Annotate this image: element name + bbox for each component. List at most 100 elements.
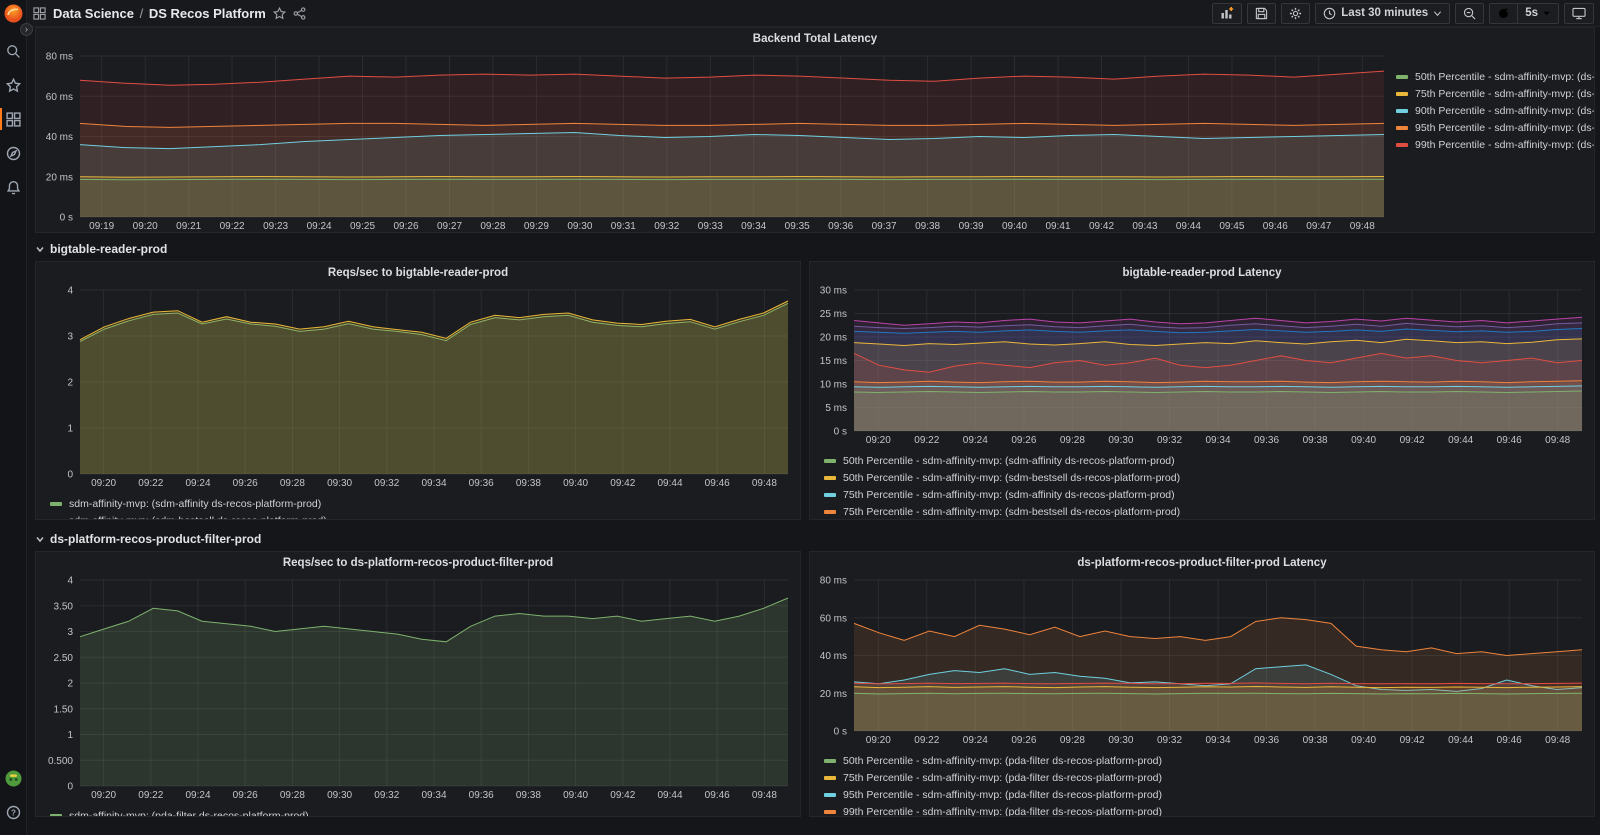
legend-label: 75th Percentile - sdm-affinity-mvp: (sdm… bbox=[843, 489, 1175, 501]
breadcrumb-dashboard[interactable]: DS Recos Platform bbox=[148, 5, 266, 21]
legend-label: 99th Percentile - sdm-affinity-mvp: (ds-… bbox=[1415, 139, 1594, 151]
svg-text:09:42: 09:42 bbox=[1089, 221, 1114, 232]
svg-text:09:44: 09:44 bbox=[657, 478, 682, 489]
svg-text:09:24: 09:24 bbox=[185, 790, 210, 801]
svg-text:09:38: 09:38 bbox=[516, 478, 541, 489]
backend-latency-chart[interactable]: 0 s 20 ms 40 ms 60 ms 80 ms 09:19 09:20 09:21 09… bbox=[36, 48, 1396, 232]
breadcrumb[interactable]: Data Science / DS Recos Platform bbox=[53, 6, 266, 21]
svg-text:09:19: 09:19 bbox=[89, 221, 114, 232]
search-icon[interactable] bbox=[0, 34, 27, 68]
svg-text:09:32: 09:32 bbox=[1157, 735, 1182, 746]
panel-title[interactable]: ds-platform-recos-product-filter-prod La… bbox=[1077, 557, 1327, 569]
bigtable-reqs-chart[interactable]: 0 1 2 3 4 09:20 09:22 09:24 09:26 09:28 09:30 09:32… bbox=[36, 282, 800, 494]
svg-text:09:37: 09:37 bbox=[872, 221, 897, 232]
legend-swatch bbox=[824, 459, 836, 463]
ds-filter-reqs-chart[interactable]: 0 0.500 1 1.50 2 2.50 3 3.50 4 09:20 09:22 09:24 09:… bbox=[36, 572, 800, 806]
panel-title[interactable]: Reqs/sec to ds-platform-recos-product-fi… bbox=[282, 557, 554, 569]
legend-label: sdm-affinity-mvp: (pda-filter ds-recos-p… bbox=[69, 810, 309, 817]
svg-text:10 ms: 10 ms bbox=[820, 380, 847, 391]
svg-text:09:36: 09:36 bbox=[469, 790, 494, 801]
add-panel-button[interactable] bbox=[1212, 2, 1243, 24]
svg-text:09:46: 09:46 bbox=[705, 790, 730, 801]
legend-item[interactable]: 75th Percentile - sdm-affinity-mvp: (ds-… bbox=[1396, 87, 1594, 101]
svg-text:09:29: 09:29 bbox=[524, 221, 549, 232]
svg-text:09:44: 09:44 bbox=[1448, 735, 1473, 746]
svg-text:09:42: 09:42 bbox=[1400, 735, 1425, 746]
svg-text:09:48: 09:48 bbox=[752, 790, 777, 801]
svg-text:20 ms: 20 ms bbox=[46, 172, 73, 183]
starred-icon[interactable] bbox=[0, 68, 27, 102]
svg-text:09:46: 09:46 bbox=[705, 478, 730, 489]
help-icon[interactable]: ? bbox=[0, 795, 27, 829]
legend-label: 99th Percentile - sdm-affinity-mvp: (pda… bbox=[843, 806, 1162, 817]
svg-text:09:20: 09:20 bbox=[91, 790, 116, 801]
svg-text:09:44: 09:44 bbox=[1448, 435, 1473, 446]
panel-title[interactable]: bigtable-reader-prod Latency bbox=[1122, 267, 1282, 279]
legend-item[interactable]: 50th Percentile - sdm-affinity-mvp: (ds-… bbox=[1396, 70, 1594, 84]
refresh-button[interactable] bbox=[1490, 4, 1517, 23]
explore-icon[interactable] bbox=[0, 136, 27, 170]
refresh-interval-dropdown[interactable]: 5s bbox=[1517, 3, 1558, 23]
legend-item[interactable]: 75th Percentile - sdm-affinity-mvp: (sdm… bbox=[824, 488, 1594, 502]
legend-item[interactable]: sdm-affinity-mvp: (sdm-bestsell ds-recos… bbox=[50, 514, 800, 519]
panel-title[interactable]: Reqs/sec to bigtable-reader-prod bbox=[327, 267, 509, 279]
legend: 50th Percentile - sdm-affinity-mvp: (sdm… bbox=[810, 451, 1594, 519]
sidebar-expand-button[interactable]: › bbox=[20, 23, 33, 36]
legend-label: sdm-affinity-mvp: (sdm-affinity ds-recos… bbox=[69, 498, 322, 510]
row-header-bigtable-reader-prod[interactable]: bigtable-reader-prod bbox=[35, 240, 167, 258]
breadcrumb-folder[interactable]: Data Science bbox=[53, 5, 134, 21]
svg-text:09:48: 09:48 bbox=[1545, 735, 1570, 746]
user-avatar-icon[interactable] bbox=[0, 761, 27, 795]
bigtable-latency-chart[interactable]: 0 s 5 ms 10 ms 15 ms 20 ms 25 ms 30 ms 09:20 09:… bbox=[810, 282, 1594, 451]
legend-item[interactable]: 75th Percentile - sdm-affinity-mvp: (sdm… bbox=[824, 505, 1594, 519]
svg-text:09:42: 09:42 bbox=[610, 790, 635, 801]
svg-text:09:30: 09:30 bbox=[567, 221, 592, 232]
svg-text:09:24: 09:24 bbox=[307, 221, 332, 232]
legend: sdm-affinity-mvp: (pda-filter ds-recos-p… bbox=[36, 806, 800, 817]
legend-item[interactable]: sdm-affinity-mvp: (pda-filter ds-recos-p… bbox=[50, 809, 800, 817]
svg-text:09:22: 09:22 bbox=[220, 221, 245, 232]
legend-item[interactable]: 50th Percentile - sdm-affinity-mvp: (pda… bbox=[824, 754, 1594, 768]
svg-text:1.50: 1.50 bbox=[54, 704, 74, 715]
svg-text:09:32: 09:32 bbox=[1157, 435, 1182, 446]
zoom-out-button[interactable] bbox=[1455, 2, 1485, 24]
svg-text:20 ms: 20 ms bbox=[820, 333, 847, 344]
legend-label: 90th Percentile - sdm-affinity-mvp: (ds-… bbox=[1415, 105, 1594, 117]
row-header-ds-platform-recos-product-filter-prod[interactable]: ds-platform-recos-product-filter-prod bbox=[35, 530, 261, 548]
ds-filter-latency-chart[interactable]: 0 s 20 ms 40 ms 60 ms 80 ms 09:20 09:22 09:24 09… bbox=[810, 572, 1594, 751]
legend-label: 95th Percentile - sdm-affinity-mvp: (pda… bbox=[843, 789, 1162, 801]
tv-kiosk-button[interactable] bbox=[1564, 2, 1594, 24]
legend-item[interactable]: 95th Percentile - sdm-affinity-mvp: (ds-… bbox=[1396, 121, 1594, 135]
grafana-logo-icon[interactable] bbox=[3, 3, 24, 24]
chart-canvas: 0 1 2 3 4 09:20 09:22 09:24 09:26 09:28 09:30 09:32… bbox=[67, 286, 789, 489]
legend-item[interactable]: sdm-affinity-mvp: (sdm-affinity ds-recos… bbox=[50, 497, 800, 511]
navbar: Data Science / DS Recos Platform Last 30… bbox=[27, 0, 1600, 27]
dashboard-settings-button[interactable] bbox=[1281, 2, 1311, 24]
svg-text:09:33: 09:33 bbox=[698, 221, 723, 232]
svg-text:09:32: 09:32 bbox=[654, 221, 679, 232]
panel-title[interactable]: Backend Total Latency bbox=[752, 33, 878, 45]
time-range-picker[interactable]: Last 30 minutes bbox=[1315, 2, 1451, 24]
share-dashboard-icon[interactable] bbox=[293, 6, 306, 20]
legend-item[interactable]: 99th Percentile - sdm-affinity-mvp: (ds-… bbox=[1396, 138, 1594, 152]
dashboards-icon[interactable] bbox=[0, 102, 27, 136]
legend-label: 50th Percentile - sdm-affinity-mvp: (sdm… bbox=[843, 472, 1181, 484]
legend-item[interactable]: 50th Percentile - sdm-affinity-mvp: (sdm… bbox=[824, 454, 1594, 468]
legend-item[interactable]: 95th Percentile - sdm-affinity-mvp: (pda… bbox=[824, 788, 1594, 802]
svg-text:09:40: 09:40 bbox=[1002, 221, 1027, 232]
svg-text:09:48: 09:48 bbox=[752, 478, 777, 489]
legend-item[interactable]: 50th Percentile - sdm-affinity-mvp: (sdm… bbox=[824, 471, 1594, 485]
alerting-icon[interactable] bbox=[0, 170, 27, 204]
svg-text:09:27: 09:27 bbox=[437, 221, 462, 232]
save-dashboard-button[interactable] bbox=[1247, 2, 1277, 24]
svg-text:09:38: 09:38 bbox=[1303, 735, 1328, 746]
legend-item[interactable]: 90th Percentile - sdm-affinity-mvp: (ds-… bbox=[1396, 104, 1594, 118]
svg-text:09:22: 09:22 bbox=[138, 478, 163, 489]
refresh-interval-label: 5s bbox=[1525, 7, 1538, 19]
legend-item[interactable]: 99th Percentile - sdm-affinity-mvp: (pda… bbox=[824, 805, 1594, 817]
svg-text:09:20: 09:20 bbox=[866, 435, 891, 446]
svg-text:20 ms: 20 ms bbox=[820, 689, 847, 700]
legend-item[interactable]: 75th Percentile - sdm-affinity-mvp: (pda… bbox=[824, 771, 1594, 785]
star-dashboard-icon[interactable] bbox=[272, 6, 286, 20]
